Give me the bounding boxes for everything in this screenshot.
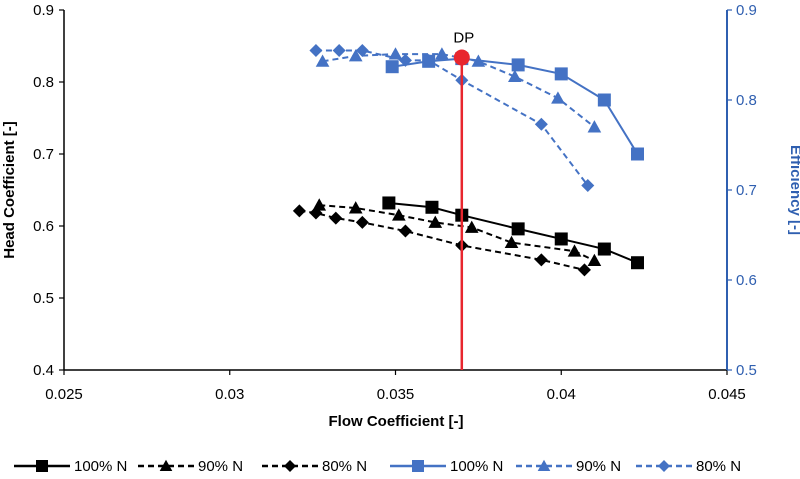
data-point — [348, 201, 363, 214]
legend-item: 80% N — [262, 458, 367, 475]
data-point — [428, 215, 443, 228]
data-point — [391, 208, 406, 221]
legend-label: 80% N — [696, 458, 741, 475]
data-point — [332, 44, 346, 57]
data-point — [581, 179, 595, 192]
legend-marker — [412, 460, 424, 472]
legend-label: 90% N — [576, 458, 621, 475]
data-point — [355, 44, 369, 57]
legend-label: 100% N — [450, 458, 503, 475]
data-point — [511, 58, 525, 72]
legend-item: 80% N — [636, 458, 741, 475]
y2-tick-label: 0.7 — [736, 182, 757, 199]
data-point — [567, 244, 582, 257]
y-tick-label: 0.5 — [33, 290, 54, 307]
data-point — [355, 215, 369, 229]
data-point — [577, 263, 591, 277]
data-point — [382, 196, 396, 210]
data-point — [597, 242, 611, 256]
data-point — [554, 232, 568, 246]
x-tick-label: 0.025 — [45, 386, 83, 403]
data-point — [309, 44, 323, 57]
legend-marker — [36, 460, 48, 472]
data-point — [551, 91, 565, 104]
data-point — [471, 54, 486, 67]
data-point — [388, 47, 403, 60]
legend-item: 90% N — [516, 458, 621, 475]
y2-tick-label: 0.5 — [736, 362, 757, 379]
y2-tick-label: 0.9 — [736, 2, 757, 19]
data-point — [329, 211, 343, 225]
data-point — [292, 204, 306, 218]
x-tick-label: 0.03 — [215, 386, 244, 403]
data-point — [511, 222, 525, 236]
legend-marker — [159, 459, 173, 472]
data-point — [630, 256, 644, 270]
data-point — [435, 47, 449, 60]
data-point — [534, 117, 548, 131]
data-point — [315, 54, 330, 67]
legend-marker — [658, 460, 670, 472]
legend-marker — [284, 460, 296, 472]
data-point — [398, 224, 412, 238]
data-point — [508, 69, 522, 83]
legend-item: 100% N — [14, 458, 127, 475]
design-point-label: DP — [453, 30, 474, 47]
x-tick-label: 0.04 — [547, 386, 576, 403]
data-point — [425, 200, 439, 214]
data-point — [309, 206, 323, 220]
plot-layer: 0.025 0.03 0.035 0.04 0.045 0.4 0.5 0.6 0.7 0.8 0.… — [33, 2, 757, 403]
data-point — [630, 147, 644, 161]
data-point — [422, 53, 436, 67]
y-tick-label: 0.9 — [33, 2, 54, 19]
y2-axis-label: Efficiency [-] — [787, 145, 800, 235]
series-line — [315, 49, 589, 187]
data-point — [554, 67, 568, 81]
data-point — [597, 93, 611, 107]
y2-tick-label: 0.8 — [736, 92, 757, 109]
data-point — [504, 235, 519, 249]
data-point — [587, 120, 602, 133]
x-tick-label: 0.035 — [377, 386, 415, 403]
series-line — [319, 204, 595, 262]
data-point — [398, 53, 412, 67]
data-point — [385, 60, 399, 74]
data-point — [587, 253, 602, 267]
y-axis-label: Head Coefficient [-] — [1, 121, 18, 259]
y-tick-label: 0.4 — [33, 362, 54, 379]
legend-item: 90% N — [138, 458, 243, 475]
legend-label: 80% N — [322, 458, 367, 475]
y-tick-label: 0.6 — [33, 218, 54, 235]
y-tick-label: 0.8 — [33, 74, 54, 91]
x-tick-label: 0.045 — [708, 386, 746, 403]
legend-label: 90% N — [198, 458, 243, 475]
y2-tick-label: 0.6 — [736, 272, 757, 289]
data-point — [464, 220, 479, 233]
data-point — [534, 253, 548, 267]
data-point — [348, 49, 363, 62]
legend-label: 100% N — [74, 458, 127, 475]
design-point-marker — [453, 49, 470, 66]
legend-marker — [537, 459, 551, 472]
legend: 100% N 90% N 80% N 100% N 90% N 80% N — [14, 458, 741, 475]
x-axis-label: Flow Coefficient [-] — [329, 413, 464, 430]
legend-item: 100% N — [390, 458, 503, 475]
y-tick-label: 0.7 — [33, 146, 54, 163]
